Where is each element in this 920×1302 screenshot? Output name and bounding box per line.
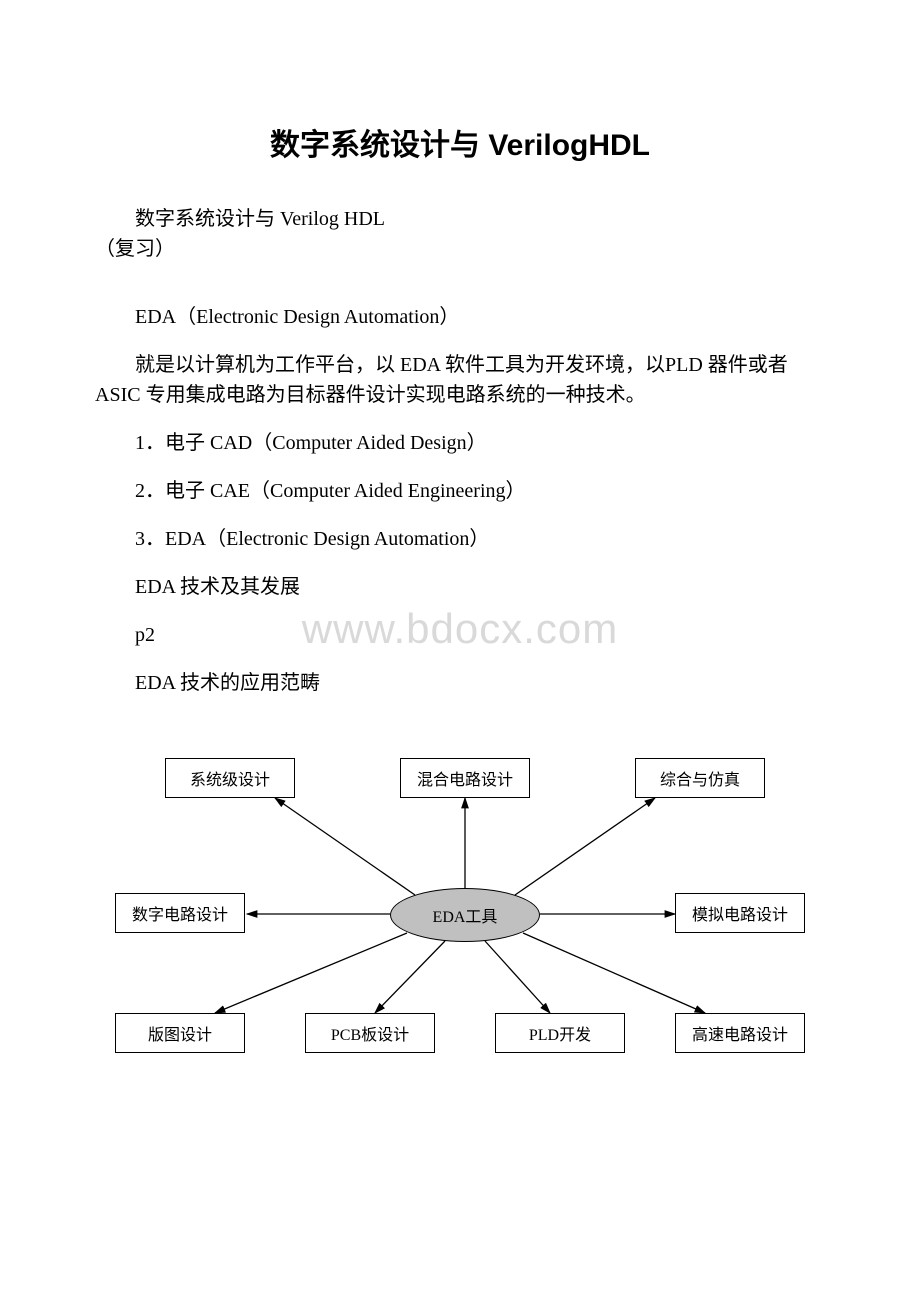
diagram-node-digital-circuit: 数字电路设计 <box>115 893 245 933</box>
diagram-node-highspeed-circuit: 高速电路设计 <box>675 1013 805 1053</box>
document-content: 数字系统设计与 VerilogHDL 数字系统设计与 Verilog HDL （… <box>95 120 825 1068</box>
eda-applications-diagram: EDA工具 系统级设计 混合电路设计 综合与仿真 数字电路设计 模拟电路设计 版… <box>100 758 820 1068</box>
item-eda: 3．EDA（Electronic Design Automation） <box>95 524 825 554</box>
diagram-node-pld-dev: PLD开发 <box>495 1013 625 1053</box>
section-eda-development: EDA 技术及其发展 <box>95 572 825 602</box>
document-title: 数字系统设计与 VerilogHDL <box>95 120 825 164</box>
diagram-node-system-design: 系统级设计 <box>165 758 295 798</box>
page-ref: p2 <box>95 620 825 650</box>
diagram-center-eda-tools: EDA工具 <box>390 888 540 942</box>
subtitle-line-1: 数字系统设计与 Verilog HDL <box>95 204 825 234</box>
eda-definition-body: 就是以计算机为工作平台，以 EDA 软件工具为开发环境，以PLD 器件或者 AS… <box>95 350 825 410</box>
item-cad: 1．电子 CAD（Computer Aided Design） <box>95 428 825 458</box>
diagram-center-label: EDA工具 <box>433 903 498 927</box>
subtitle-line-2: （复习） <box>95 234 825 264</box>
diagram-node-mixed-circuit: 混合电路设计 <box>400 758 530 798</box>
diagram-node-pcb-design: PCB板设计 <box>305 1013 435 1053</box>
eda-definition-heading: EDA（Electronic Design Automation） <box>95 302 825 332</box>
item-cae: 2．电子 CAE（Computer Aided Engineering） <box>95 476 825 506</box>
diagram-node-layout-design: 版图设计 <box>115 1013 245 1053</box>
diagram-node-synthesis-sim: 综合与仿真 <box>635 758 765 798</box>
diagram-node-analog-circuit: 模拟电路设计 <box>675 893 805 933</box>
section-eda-applications: EDA 技术的应用范畴 <box>95 668 825 698</box>
